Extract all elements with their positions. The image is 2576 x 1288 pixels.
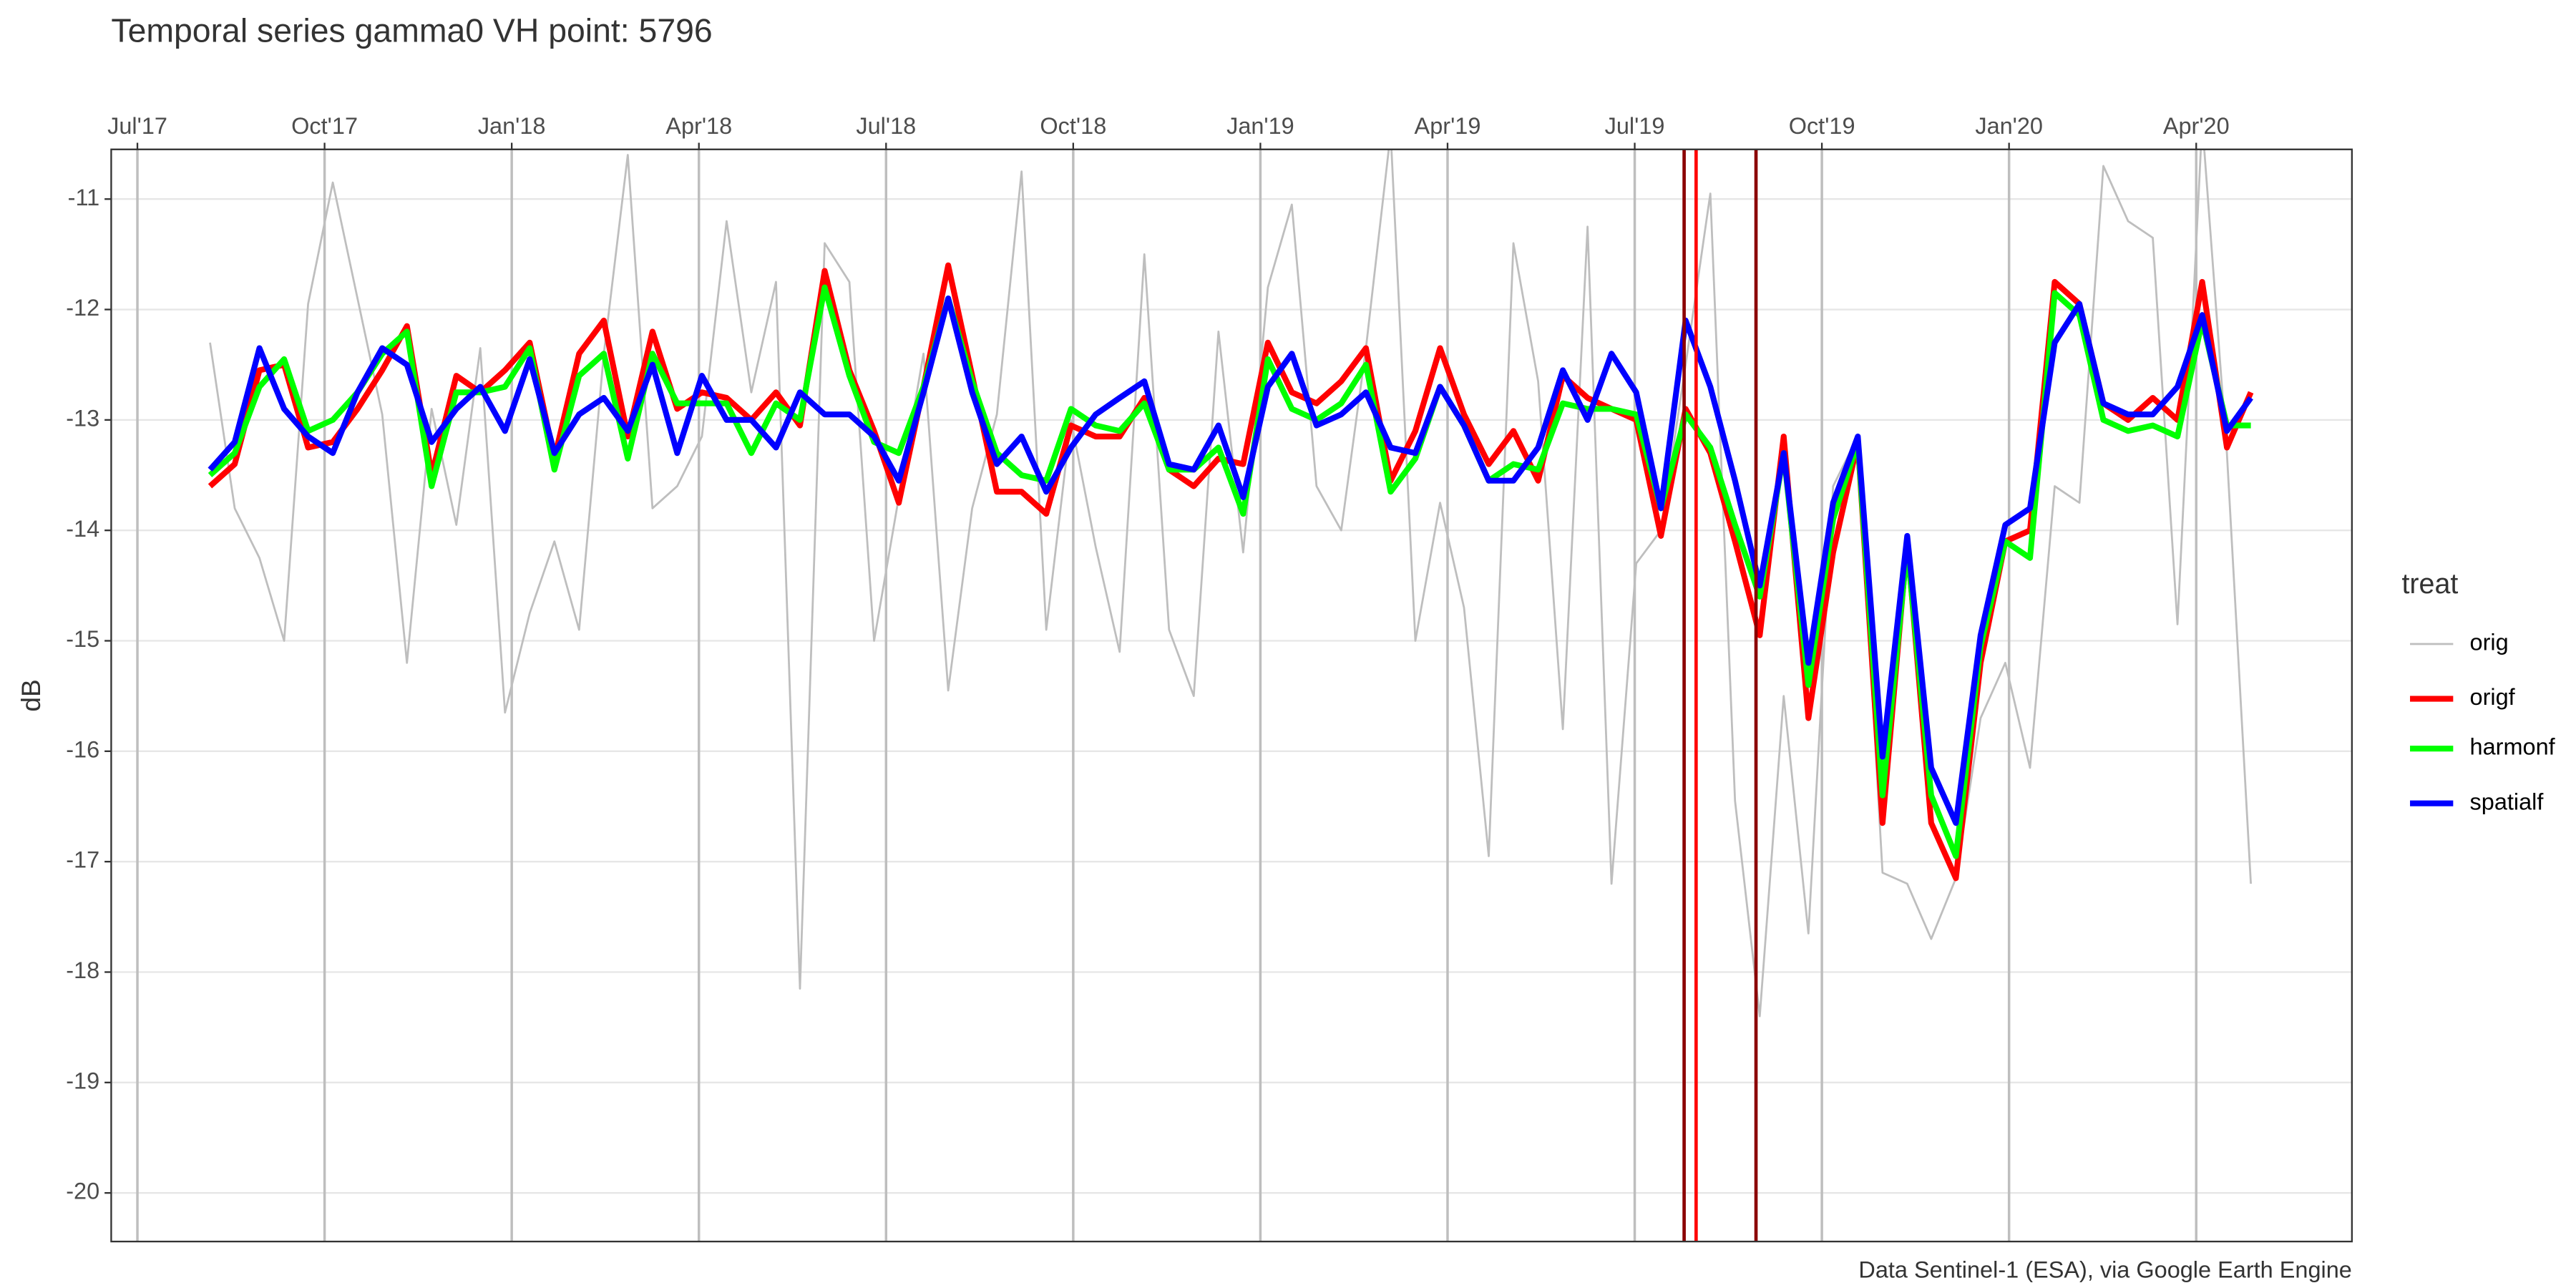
y-tick-label: -12 [66, 295, 99, 321]
legend: orig origf harmonf spatialf [2410, 630, 2556, 814]
legend-label: orig [2470, 630, 2509, 655]
x-tick-label: Jul'17 [107, 113, 167, 139]
legend-label: origf [2470, 684, 2516, 710]
x-tick-label: Apr'18 [665, 113, 732, 139]
legend-title: treat [2401, 568, 2458, 600]
y-tick-label: -16 [66, 736, 99, 762]
y-tick-label: -11 [68, 185, 100, 210]
x-tick-label: Jan'18 [478, 113, 546, 139]
y-axis-label: dB [16, 679, 46, 711]
y-tick-label: -18 [66, 957, 99, 983]
y-tick-label: -15 [66, 626, 99, 652]
series-line [208, 296, 2253, 826]
chart-title: Temporal series gamma0 VH point: 5796 [111, 12, 712, 49]
legend-label: spatialf [2470, 789, 2545, 814]
x-tick-label: Oct'18 [1040, 113, 1106, 139]
x-tick-label: Jul'19 [1605, 113, 1665, 139]
x-tick-label: Jul'18 [856, 113, 916, 139]
grid [111, 149, 2352, 1242]
x-tick-label: Apr'20 [2163, 113, 2230, 139]
y-tick-label: -20 [66, 1179, 99, 1204]
y-tick-label: -19 [66, 1068, 99, 1093]
x-tick-label: Oct'19 [1789, 113, 1855, 139]
y-tick-label: -14 [66, 516, 99, 542]
x-tick-label: Jan'20 [1975, 113, 2043, 139]
plot-area [208, 149, 2254, 1242]
caption: Data Sentinel-1 (ESA), via Google Earth … [1858, 1257, 2351, 1282]
series-line [209, 149, 2253, 1018]
y-tick-label: -17 [66, 847, 99, 873]
axes: -11 -12 -13 -14 -15 -16 -17 -18 -19 -20 Jul'17 Oct'… [66, 113, 2229, 1204]
x-tick-label: Apr'19 [1415, 113, 1481, 139]
x-tick-label: Oct'17 [291, 113, 358, 139]
y-tick-label: -13 [66, 405, 99, 431]
x-tick-label: Jan'19 [1226, 113, 1294, 139]
panel-border [110, 148, 2353, 1243]
legend-label: harmonf [2470, 734, 2556, 760]
